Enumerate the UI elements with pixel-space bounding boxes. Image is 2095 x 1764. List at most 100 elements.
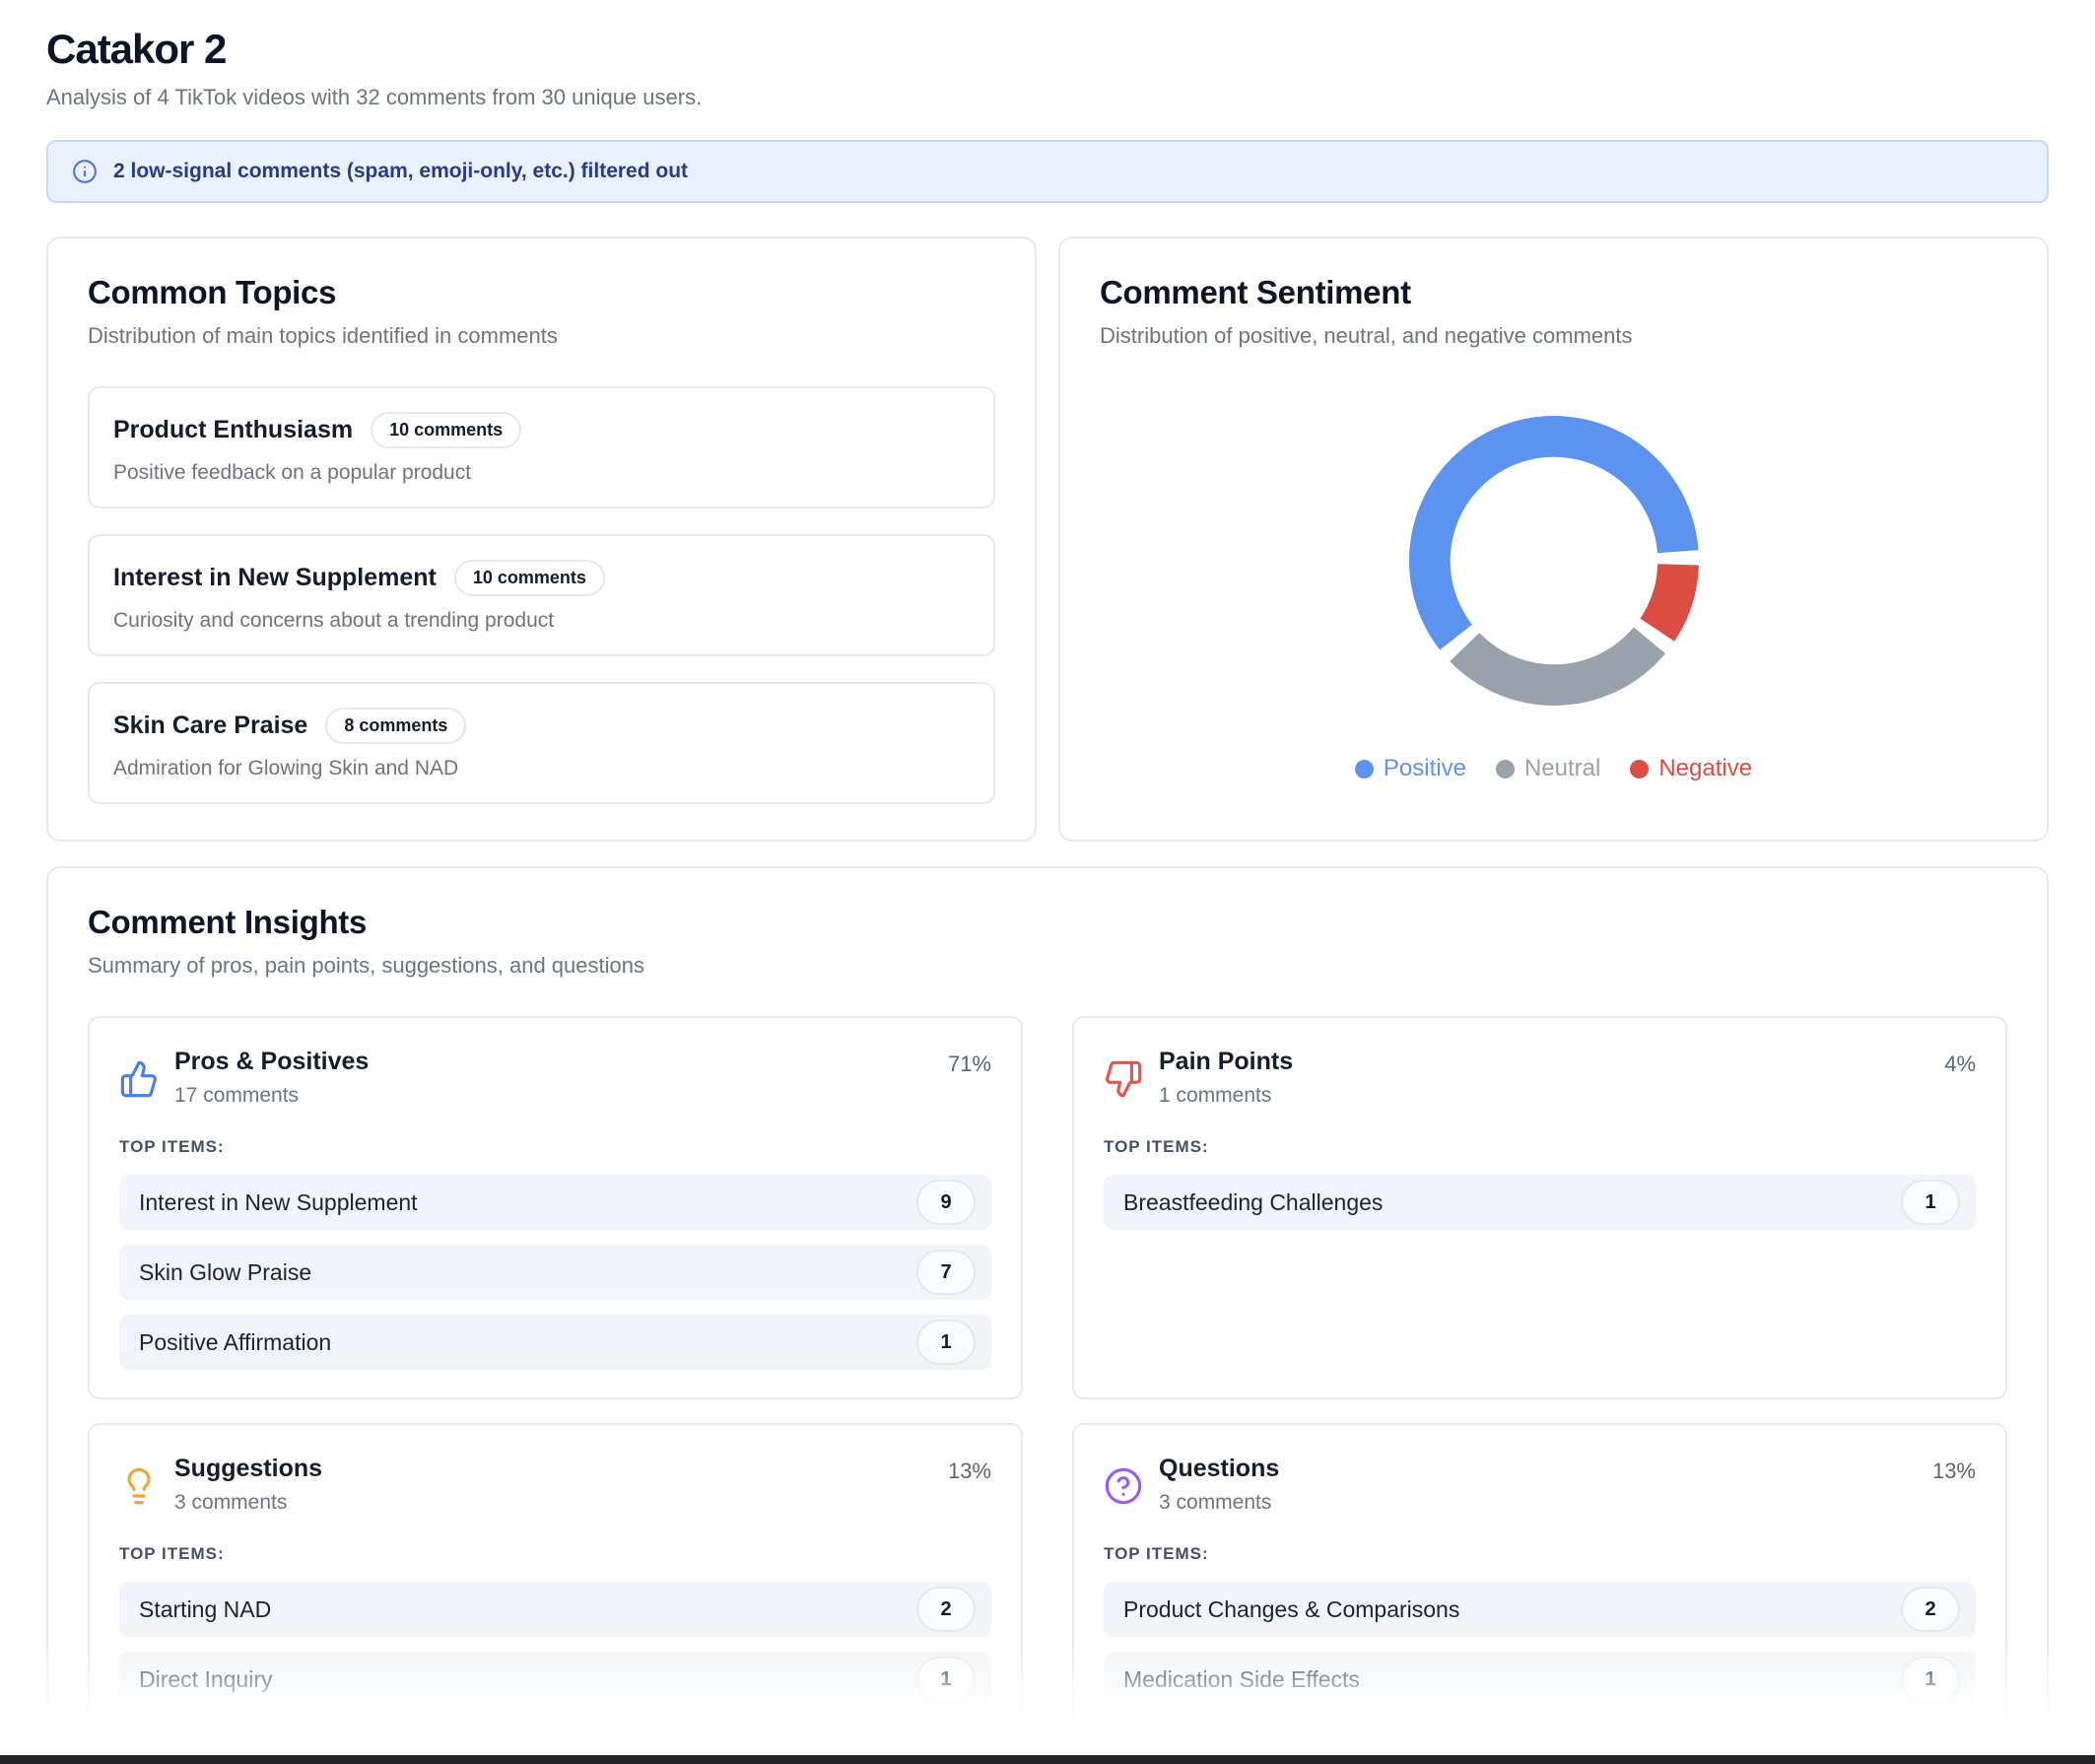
insight-item-label: Direct Inquiry (139, 1665, 273, 1692)
comment-sentiment-subtitle: Distribution of positive, neutral, and n… (1100, 323, 1633, 348)
sentiment-donut-chart[interactable] (1407, 414, 1701, 708)
insight-item-count-badge: 1 (1901, 1180, 1960, 1225)
insight-item-label: Positive Affirmation (139, 1328, 332, 1355)
insight-percent: 13% (1931, 1459, 1976, 1483)
pain-points-card: Pain Points 1 comments 4% TOP ITEMS: Bre… (1072, 1016, 2007, 1399)
legend-item[interactable]: Neutral (1495, 755, 1601, 782)
topic-item: Interest in New Supplement 10 comments C… (88, 534, 995, 656)
donut-slice-positive[interactable] (1408, 415, 1699, 650)
insight-item-row: Positive Affirmation 1 (119, 1315, 991, 1370)
topic-comment-count-badge: 10 comments (371, 412, 522, 448)
legend-label: Positive (1383, 755, 1466, 781)
common-topics-subtitle: Distribution of main topics identified i… (88, 323, 558, 348)
insight-title: Pros & Positives (174, 1048, 370, 1075)
insight-header: Pain Points 1 comments 4% (1104, 1048, 1976, 1108)
insight-comment-count: 3 comments (1159, 1491, 1272, 1514)
legend-dot (1495, 759, 1515, 779)
insight-item-label: Interest in New Supplement (139, 1188, 418, 1215)
topic-description: Curiosity and concerns about a trending … (113, 609, 555, 632)
legend-item[interactable]: Positive (1354, 755, 1466, 782)
insight-comment-count: 3 comments (174, 1491, 288, 1514)
topic-item-header: Interest in New Supplement 10 comments (113, 560, 970, 596)
insight-percent: 13% (947, 1459, 991, 1483)
insight-percent: 71% (947, 1052, 991, 1076)
insight-header: Questions 3 comments 13% (1104, 1455, 1976, 1515)
insight-item-count-badge: 1 (1901, 1657, 1960, 1702)
insight-item-row: Direct Inquiry 1 (119, 1652, 991, 1707)
insight-item-count-badge: 7 (916, 1250, 976, 1295)
top-items-label: TOP ITEMS: (1104, 1137, 1209, 1156)
thumbs-down-icon (1104, 1059, 1143, 1099)
info-banner: 2 low-signal comments (spam, emoji-only,… (46, 140, 2049, 203)
insight-item-count-badge: 1 (916, 1320, 976, 1365)
insight-header: Pros & Positives 17 comments 71% (119, 1048, 991, 1108)
bottom-bar (0, 1755, 2095, 1764)
legend-dot (1630, 759, 1650, 779)
insight-titles: Pros & Positives 17 comments (174, 1048, 932, 1108)
topic-comment-count-badge: 10 comments (453, 560, 605, 596)
insight-title: Pain Points (1159, 1048, 1294, 1075)
insight-item-list: Breastfeeding Challenges 1 (1104, 1175, 1976, 1230)
insight-item-label: Skin Glow Praise (139, 1258, 312, 1285)
info-banner-text: 2 low-signal comments (spam, emoji-only,… (113, 160, 689, 182)
insight-item-row: Interest in New Supplement 9 (119, 1175, 991, 1230)
insight-comment-count: 1 comments (1159, 1084, 1272, 1107)
donut-slice-negative[interactable] (1639, 564, 1699, 642)
insight-item-count-badge: 2 (1901, 1587, 1960, 1632)
insight-titles: Pain Points 1 comments (1159, 1048, 1928, 1108)
insight-item-count-badge: 9 (916, 1180, 976, 1225)
insight-item-count-badge: 2 (916, 1587, 976, 1632)
insight-titles: Suggestions 3 comments (174, 1455, 932, 1515)
insight-header: Suggestions 3 comments 13% (119, 1455, 991, 1515)
insights-grid: Pros & Positives 17 comments 71% TOP ITE… (88, 1016, 2007, 1736)
topic-item-header: Product Enthusiasm 10 comments (113, 412, 970, 448)
insight-title: Suggestions (174, 1455, 323, 1482)
insight-item-label: Medication Side Effects (1123, 1665, 1360, 1692)
insight-item-row: Medication Side Effects 1 (1104, 1652, 1976, 1707)
insight-percent: 4% (1944, 1052, 1976, 1076)
common-topics-title: Common Topics (88, 274, 337, 310)
insight-item-list: Interest in New Supplement 9 Skin Glow P… (119, 1175, 991, 1370)
topic-description: Admiration for Glowing Skin and NAD (113, 757, 459, 780)
page-title: Catakor 2 (46, 26, 227, 72)
page-subtitle: Analysis of 4 TikTok videos with 32 comm… (46, 85, 703, 109)
top-items-label: TOP ITEMS: (119, 1544, 225, 1563)
legend-label: Neutral (1523, 755, 1601, 781)
topic-description: Positive feedback on a popular product (113, 461, 472, 484)
topic-list: Product Enthusiasm 10 comments Positive … (88, 386, 995, 804)
top-cards-row: Common Topics Distribution of main topic… (46, 237, 2049, 842)
question-circle-icon (1104, 1466, 1143, 1506)
comment-sentiment-title: Comment Sentiment (1100, 274, 1411, 310)
insight-item-label: Starting NAD (139, 1595, 272, 1622)
donut-slice-neutral[interactable] (1449, 627, 1665, 707)
topic-comment-count-badge: 8 comments (325, 708, 467, 744)
insight-item-row: Breastfeeding Challenges 1 (1104, 1175, 1976, 1230)
topic-name: Product Enthusiasm (113, 416, 354, 443)
common-topics-card: Common Topics Distribution of main topic… (46, 237, 1037, 842)
legend-label: Negative (1658, 755, 1753, 781)
insight-item-list: Product Changes & Comparisons 2 Medicati… (1104, 1582, 1976, 1707)
sentiment-chart-area: Positive Neutral Negative (1100, 414, 2007, 782)
topic-name: Skin Care Praise (113, 712, 308, 739)
sentiment-legend: Positive Neutral Negative (1354, 755, 1752, 782)
insight-item-row: Starting NAD 2 (119, 1582, 991, 1637)
questions-card: Questions 3 comments 13% TOP ITEMS: Prod… (1072, 1423, 2007, 1736)
lightbulb-icon (119, 1466, 159, 1506)
pros-positives-card: Pros & Positives 17 comments 71% TOP ITE… (88, 1016, 1023, 1399)
topic-item: Skin Care Praise 8 comments Admiration f… (88, 682, 995, 804)
insight-item-label: Breastfeeding Challenges (1123, 1188, 1384, 1215)
comment-sentiment-card: Comment Sentiment Distribution of positi… (1058, 237, 2049, 842)
legend-item[interactable]: Negative (1630, 755, 1752, 782)
topic-item-header: Skin Care Praise 8 comments (113, 708, 970, 744)
info-icon (72, 159, 98, 184)
insight-item-label: Product Changes & Comparisons (1123, 1595, 1460, 1622)
topic-item: Product Enthusiasm 10 comments Positive … (88, 386, 995, 509)
legend-dot (1354, 759, 1374, 779)
comment-insights-title: Comment Insights (88, 904, 368, 940)
insight-item-row: Product Changes & Comparisons 2 (1104, 1582, 1976, 1637)
thumbs-up-icon (119, 1059, 159, 1099)
comment-insights-card: Comment Insights Summary of pros, pain p… (46, 866, 2049, 1764)
insight-titles: Questions 3 comments (1159, 1455, 1917, 1515)
